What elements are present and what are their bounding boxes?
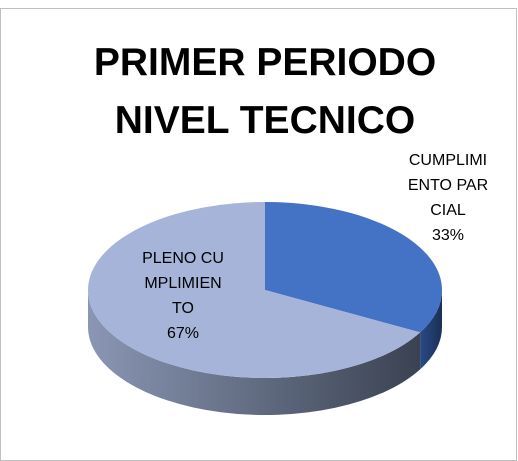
pie-slice (88, 202, 421, 378)
category-label: CUMPLIMIENTO PARCIAL (407, 152, 489, 219)
chart-title: PRIMER PERIODO NIVEL TECNICO (93, 41, 437, 142)
pie-side (420, 290, 442, 370)
pie-side (88, 290, 421, 416)
value-label: 33% (431, 227, 465, 244)
value-label: 67% (166, 325, 200, 342)
data-label: PLENO CUMPLIMIENTO 67% (141, 246, 225, 346)
category-label: PLENO CUMPLIMIENTO (142, 250, 224, 317)
data-label: CUMPLIMIENTO PARCIAL 33% (406, 148, 490, 248)
pie-slice (265, 202, 442, 333)
